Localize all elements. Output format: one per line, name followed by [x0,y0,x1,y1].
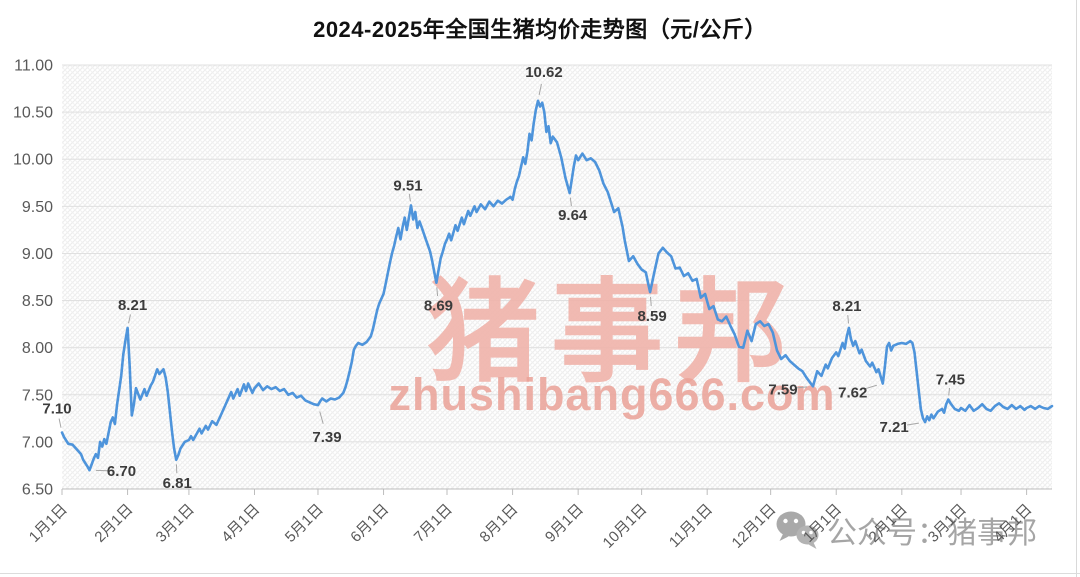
x-tick-label: 8月1日 [476,501,521,546]
label-leader-line [538,83,542,96]
label-leader-line [847,315,850,324]
y-tick-label: 10.00 [13,152,53,169]
x-tick-label: 7月1日 [411,501,456,546]
data-label: 9.64 [558,207,588,224]
y-tick-label: 8.50 [22,293,53,310]
data-label: 7.62 [838,384,867,401]
data-label: 10.62 [525,64,563,81]
gridlines [62,64,1052,490]
x-tick-label: 6月1日 [347,501,392,546]
plot-area-background [62,65,1052,489]
label-leader-line [128,314,131,324]
y-tick-label: 9.50 [22,199,53,216]
x-tick-label: 4月1日 [218,501,263,546]
x-tick-label: 5月1日 [282,501,327,546]
x-tick-label: 4月1日 [990,501,1035,546]
x-axis: 1月1日 2月1日 3月1日 4月1日 5月1日 6月1日 7月1日 8月1日 9月1日 10月1… [26,489,1035,552]
data-label: 7.10 [42,400,71,417]
y-tick-label: 10.50 [13,105,53,122]
label-leader-line [795,386,808,389]
data-label: 8.21 [832,298,861,315]
x-tick-label: 10月1日 [600,501,651,552]
label-leader-line [649,296,652,307]
wechat-footer: 公众号：猪事邦 [774,508,1037,552]
data-label: 7.59 [768,381,797,398]
watermark-url: zhushibang666.com [388,369,835,420]
x-tick-label: 3月1日 [153,501,198,546]
x-tick-label: 1月1日 [800,501,845,546]
price-series [60,99,1054,472]
label-leader-line [569,197,572,206]
y-tick-label: 7.00 [22,434,53,451]
data-label: 7.39 [312,429,341,446]
label-leader-line [948,387,951,396]
y-tick-label: 8.00 [22,340,53,357]
label-leader-line [907,422,919,426]
data-label: 8.59 [637,308,666,325]
data-label: 6.70 [107,463,136,480]
y-axis-labels: 11.00 10.50 10.00 9.50 9.00 8.50 8.00 7.50 7.00 6… [13,58,53,499]
x-tick-label: 2月1日 [91,501,136,546]
wechat-icon [776,511,819,549]
x-tick-label: 2月1日 [866,501,911,546]
label-leader-line [865,384,877,390]
plot-area-hatch [62,65,1052,489]
x-tick-label: 12月1日 [729,501,780,552]
label-leader-line [436,287,439,297]
x-tick-label: 11月1日 [666,501,716,551]
y-tick-label: 11.00 [14,58,53,75]
watermark-brand: 猪事邦 [427,270,799,395]
x-tick-label: 1月1日 [26,501,71,546]
data-labels: 7.10 6.70 8.21 6.81 7.39 9.51 8.69 10.62 9.64 8.5… [42,64,965,492]
x-tick-label: 9月1日 [542,501,587,546]
data-label: 8.69 [424,298,453,315]
label-leader-line [408,193,411,202]
data-label: 8.21 [118,297,147,314]
label-leader-line [58,418,62,428]
data-label: 9.51 [393,177,422,194]
data-label: 7.21 [879,419,908,436]
label-leader-line [319,411,324,424]
y-tick-label: 9.00 [22,246,53,263]
data-label: 6.81 [163,475,192,492]
x-tick-label: 3月1日 [925,501,970,546]
price-line [60,99,1054,472]
data-label: 7.45 [936,371,965,388]
wechat-account-label: 公众号：猪事邦 [827,517,1037,550]
chart-title: 2024-2025年全国生猪均价走势图（元/公斤） [313,17,767,42]
y-tick-label: 6.50 [22,482,53,499]
y-tick-label: 7.50 [22,387,53,404]
